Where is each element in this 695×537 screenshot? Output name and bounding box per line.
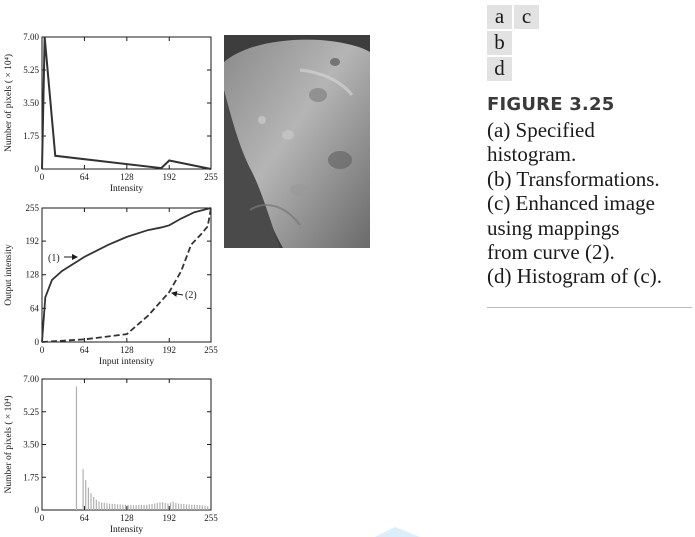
curve-2-arrow (171, 290, 184, 297)
y-tick-label: 0 (35, 505, 40, 515)
curve-2-annotation: (2) (185, 290, 197, 301)
x-tick-label: 0 (40, 345, 45, 355)
x-tick-label: 192 (162, 345, 176, 355)
chart-b-transformations: 0 64 128 192 255 0 64 128 192 255 Input intensity O… (4, 203, 218, 367)
figure-caption: (a) Specified histogram. (b) Transformat… (487, 118, 693, 289)
y-tick-label: 7.00 (23, 32, 39, 42)
y-axis-label: Number of pixels ( × 10⁴) (3, 54, 14, 152)
x-tick-label: 255 (204, 513, 218, 523)
figure-label: FIGURE 3.25 (487, 94, 615, 115)
y-tick-label: 192 (26, 236, 40, 246)
plot-frame (41, 207, 212, 343)
x-tick-label: 64 (80, 513, 90, 523)
y-tick-label: 128 (26, 270, 40, 280)
y-tick-label: 64 (30, 303, 40, 313)
caption-line: (c) Enhanced image (487, 191, 655, 216)
y-tick-label: 7.00 (23, 374, 39, 384)
page-artifact (375, 527, 420, 537)
x-tick-label: 0 (40, 172, 45, 182)
y-tick-label: 255 (26, 203, 40, 213)
panel-label-c: c (514, 5, 539, 29)
x-tick-label: 128 (120, 345, 134, 355)
y-tick-label: 1.75 (23, 472, 39, 482)
x-tick-label: 64 (80, 172, 90, 182)
caption-line: (d) Histogram of (c). (487, 264, 662, 289)
chart-d-histogram-of-c: 0 64 128 192 255 0 1.75 3.50 5.25 7.00 Intensity Nu… (3, 374, 218, 535)
caption-line: from curve (2). (487, 240, 615, 265)
panel-label-b: b (487, 31, 512, 55)
y-axis-label: Number of pixels ( × 10⁴) (3, 395, 14, 493)
y-tick-label: 0 (35, 164, 40, 174)
x-tick-label: 255 (204, 172, 218, 182)
x-tick-label: 128 (120, 513, 134, 523)
x-axis-label: Intensity (110, 525, 143, 535)
panel-label-a: a (487, 5, 512, 29)
histogram-line (41, 36, 212, 170)
y-tick-label: 5.25 (23, 407, 39, 417)
caption-line: histogram. (487, 142, 577, 167)
plot-frame (41, 36, 212, 170)
enhanced-moon-image (224, 35, 370, 248)
y-tick-label: 3.50 (23, 440, 39, 450)
y-tick-label: 0 (35, 337, 40, 347)
x-axis-label: Intensity (110, 184, 143, 194)
y-axis-label: Output intensity (4, 244, 14, 306)
x-axis-label: Input intensity (99, 357, 154, 367)
chart-a-specified-histogram: 0 64 128 192 255 0 1.75 3.50 5.25 7.00 Intensity Nu… (3, 32, 218, 194)
x-tick-label: 0 (40, 513, 45, 523)
caption-line: (b) Transformations. (487, 166, 660, 191)
x-tick-label: 255 (204, 345, 218, 355)
y-tick-label: 5.25 (23, 65, 39, 75)
x-tick-label: 192 (162, 513, 176, 523)
x-tick-label: 64 (80, 345, 90, 355)
plot-frame (41, 378, 212, 511)
caption-divider (487, 307, 692, 308)
x-tick-label: 192 (162, 172, 176, 182)
curve-1-line (41, 207, 212, 343)
curve-2-dashed-line (41, 207, 212, 343)
curve-1-annotation: (1) (48, 253, 60, 264)
panel-label-d: d (487, 57, 512, 81)
y-tick-label: 1.75 (23, 131, 39, 141)
caption-line: (a) Specified (487, 118, 595, 142)
x-tick-label: 128 (120, 172, 134, 182)
caption-line: using mappings (487, 215, 620, 240)
y-tick-label: 3.50 (23, 98, 39, 108)
